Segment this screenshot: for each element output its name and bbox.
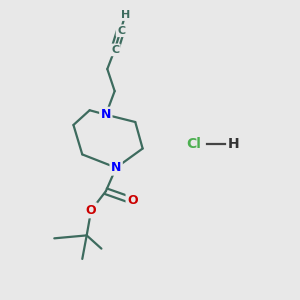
Text: H: H (228, 137, 240, 151)
Text: H: H (121, 10, 130, 20)
Text: C: C (117, 26, 125, 36)
Text: N: N (111, 161, 121, 174)
Text: O: O (127, 194, 138, 207)
Text: N: N (100, 108, 111, 121)
Text: Cl: Cl (187, 137, 202, 151)
Text: C: C (111, 45, 119, 55)
Text: O: O (86, 204, 96, 217)
